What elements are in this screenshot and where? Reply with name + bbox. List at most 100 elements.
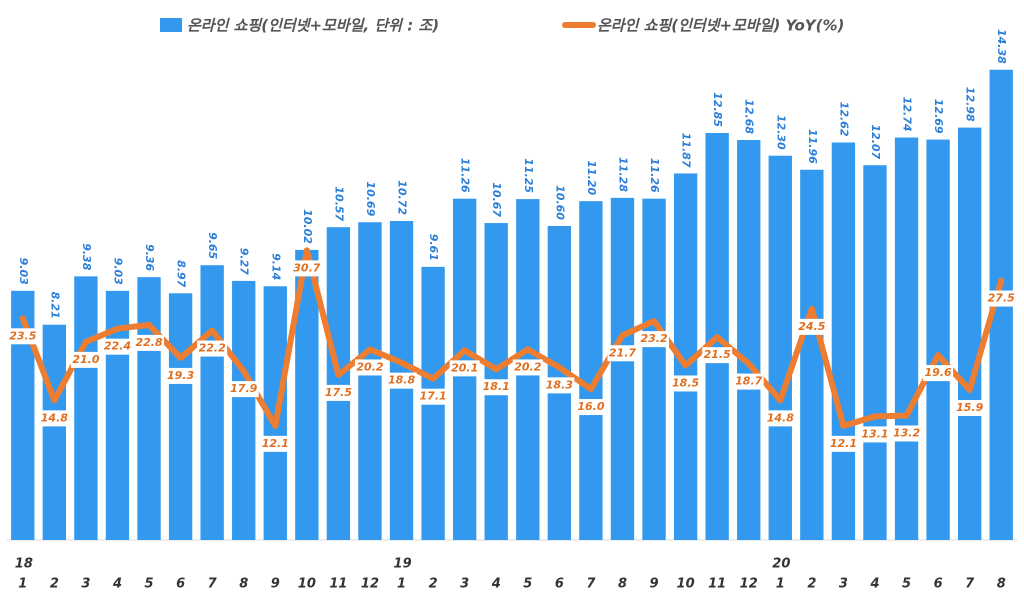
line-label-box <box>449 360 480 377</box>
legend-label: 온라인 쇼핑(인터넷+모바일, 단위 : 조) <box>187 17 439 35</box>
x-tick-label: 4 <box>491 577 501 592</box>
bar-value-label: 9.14 <box>269 253 282 280</box>
bar-value-label: 12.98 <box>964 87 977 122</box>
bar-value-label: 10.60 <box>553 185 566 220</box>
line-value-label: 17.9 <box>230 382 257 395</box>
line-value-label: 12.1 <box>262 437 289 450</box>
line-value-label: 21.5 <box>704 348 731 361</box>
line-label-box <box>733 373 764 390</box>
bar-value-label: 9.65 <box>206 232 219 259</box>
line-value-label: 19.3 <box>167 369 194 382</box>
bar <box>168 293 193 540</box>
x-tick-label: 8 <box>239 577 248 592</box>
bar-value-label: 12.85 <box>711 92 724 127</box>
line-value-label: 27.5 <box>988 292 1015 305</box>
x-tick-label: 2 <box>429 577 438 592</box>
x-tick-label: 1 <box>776 577 785 592</box>
line-label-box <box>512 359 543 376</box>
line-value-label: 18.7 <box>735 375 762 388</box>
line-label-box <box>291 260 322 277</box>
bar-value-label: 9.36 <box>143 244 156 271</box>
x-tick-label: 1 <box>397 577 406 592</box>
line-label-box <box>165 367 196 384</box>
line-label-box <box>575 399 606 416</box>
line-value-label: 17.1 <box>420 390 447 403</box>
bar-value-label: 9.61 <box>427 234 440 261</box>
line-value-label: 18.8 <box>388 374 415 387</box>
line <box>19 247 1005 429</box>
line-label-box <box>70 351 101 368</box>
x-tick-label: 11 <box>329 577 347 592</box>
bar <box>894 137 919 540</box>
line-label-box <box>544 377 575 394</box>
line-value-label: 23.2 <box>640 332 667 345</box>
line-value-label: 18.5 <box>672 376 699 389</box>
x-tick-label: 9 <box>271 577 280 592</box>
bar-value-label: 12.30 <box>774 115 787 150</box>
bar-value-label: 12.69 <box>932 99 945 134</box>
x-tick-label: 4 <box>869 577 879 592</box>
line-value-label: 18.1 <box>483 380 510 393</box>
bar-value-label: 12.62 <box>837 102 850 137</box>
x-tick-label: 4 <box>112 577 122 592</box>
line-label-box <box>197 340 228 357</box>
x-tick-label: 5 <box>145 577 154 592</box>
line-label-box <box>828 435 859 452</box>
line-value-label: 24.5 <box>798 320 825 333</box>
line-label-box <box>796 318 827 335</box>
x-tick-label: 8 <box>997 577 1006 592</box>
bar <box>42 324 67 540</box>
year-label: 20 <box>772 557 790 572</box>
bar <box>737 140 761 540</box>
x-tick-label: 7 <box>586 577 596 592</box>
line-value-label: 18.3 <box>546 378 573 391</box>
bar-value-label: 10.67 <box>490 182 503 217</box>
x-tick-label: 3 <box>460 577 469 592</box>
line-label-box <box>986 290 1017 307</box>
bar <box>579 201 603 540</box>
bar <box>11 290 35 540</box>
bar <box>957 127 982 540</box>
x-tick-label: 2 <box>50 577 59 592</box>
bar-value-label: 11.25 <box>522 158 535 193</box>
line-label-box <box>639 331 670 348</box>
bar-value-label: 14.38 <box>995 29 1008 64</box>
line-value-label: 20.2 <box>514 360 541 373</box>
line-value-label: 20.2 <box>356 360 383 373</box>
bar <box>642 198 666 541</box>
bar-value-label: 9.38 <box>80 243 93 270</box>
line-label-box <box>323 384 354 401</box>
bar <box>74 276 98 540</box>
line-label-box <box>386 372 417 389</box>
line-label-box <box>354 359 385 376</box>
x-tick-label: 12 <box>361 577 379 592</box>
bar <box>768 155 792 540</box>
bar <box>800 169 824 540</box>
line-value-label: 13.2 <box>893 426 920 439</box>
x-tick-label: 10 <box>298 577 316 592</box>
bar-value-label: 10.57 <box>332 186 345 221</box>
line-value-label: 19.6 <box>925 366 952 379</box>
x-tick-label: 6 <box>176 577 185 592</box>
bar <box>926 139 950 540</box>
line-label-box <box>923 365 954 382</box>
line-label-box <box>481 379 512 396</box>
bar <box>863 165 887 540</box>
line-value-label: 12.1 <box>830 437 857 450</box>
line-label-box <box>702 347 733 364</box>
bar-value-label: 10.72 <box>396 180 409 215</box>
line-value-label: 22.4 <box>104 340 131 353</box>
legend-label: 온라인 쇼핑(인터넷+모바일) YoY(%) <box>597 17 844 35</box>
x-tick-label: 5 <box>902 577 911 592</box>
bar <box>232 280 256 540</box>
x-tick-label: 1 <box>18 577 27 592</box>
line-value-label: 21.7 <box>609 346 636 359</box>
bar-value-label: 10.02 <box>301 209 314 244</box>
line-label-box <box>102 338 133 355</box>
line-value-label: 16.0 <box>577 400 604 413</box>
bar <box>673 173 698 540</box>
bar-value-label: 8.97 <box>175 260 188 287</box>
bar <box>326 227 351 541</box>
x-tick-label: 6 <box>555 577 564 592</box>
bar-value-label: 12.68 <box>743 99 756 134</box>
